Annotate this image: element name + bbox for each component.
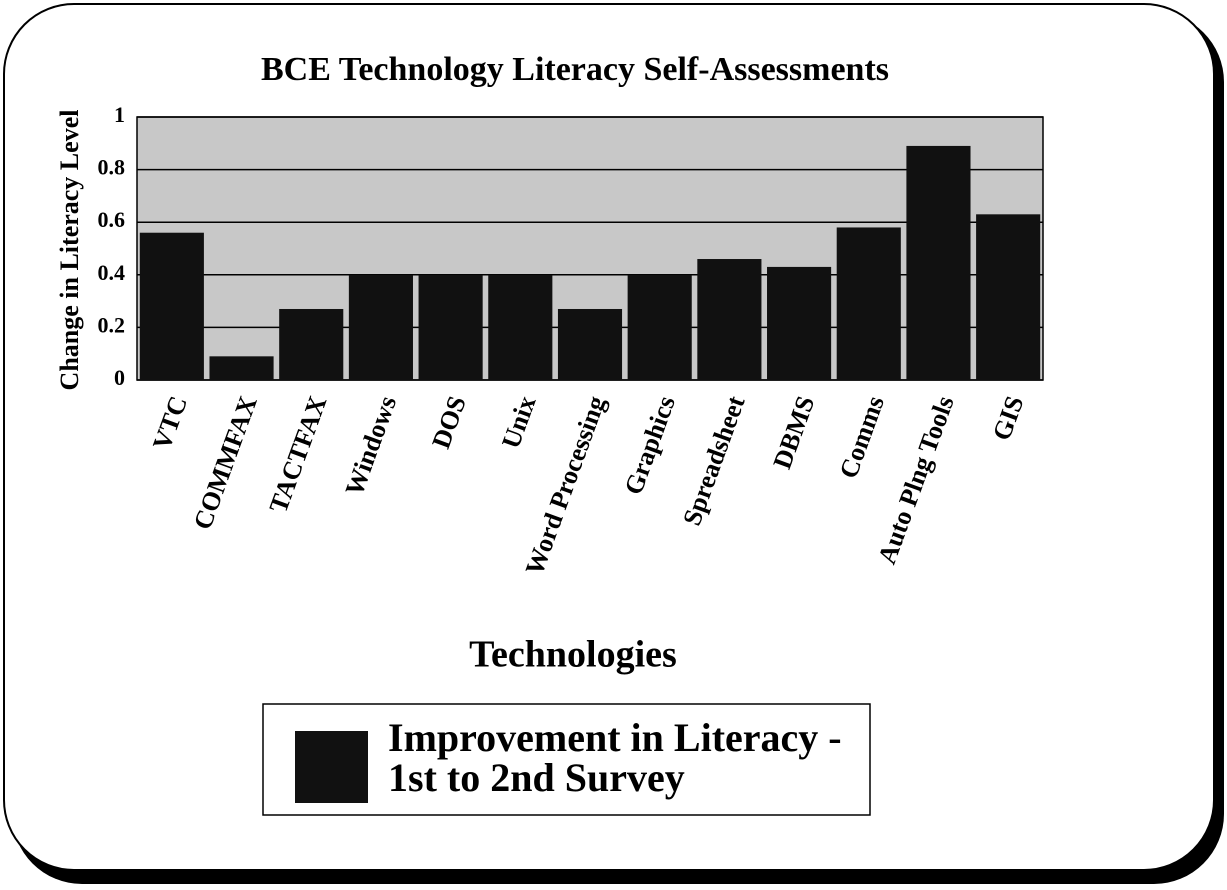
bar [488, 274, 553, 380]
y-axis-label: Change in Literacy Level [55, 110, 84, 391]
bar [418, 274, 483, 380]
legend-swatch [295, 731, 368, 803]
bar [279, 308, 344, 380]
y-tick-label: 0.2 [98, 312, 126, 337]
y-tick-label: 0.4 [98, 260, 126, 285]
bar [906, 145, 971, 380]
legend-label: Improvement in Literacy - 1st to 2nd Sur… [388, 715, 842, 800]
bar [976, 214, 1041, 380]
y-tick-label: 0.8 [98, 155, 126, 180]
bar [209, 356, 274, 380]
bar [348, 274, 413, 380]
y-tick-label: 0.6 [98, 207, 126, 232]
chart-title: BCE Technology Literacy Self-Assessments [261, 51, 889, 88]
bar [697, 259, 762, 380]
bar [557, 308, 623, 380]
x-axis-label: Technologies [469, 634, 677, 676]
bar [627, 274, 692, 380]
bar [767, 266, 832, 380]
bar [836, 227, 901, 380]
bar [139, 232, 204, 380]
y-tick-label: 1 [114, 102, 125, 127]
y-tick-label: 0 [114, 365, 125, 390]
